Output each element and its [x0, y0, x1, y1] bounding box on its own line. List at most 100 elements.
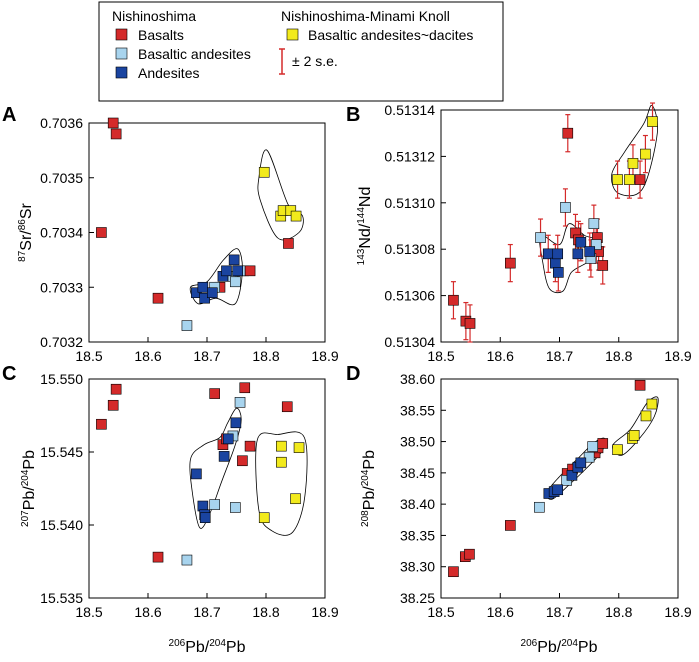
panel-d-y-tick-label: 38.55 [400, 402, 435, 418]
panel-a-point-andesites [191, 287, 202, 299]
panel-b-point-andesites [575, 236, 587, 248]
panel-d-y-tick-label: 38.40 [400, 496, 435, 512]
panel-d-point-basaltic-andesites-dacites [628, 430, 640, 441]
panel-c-y-axis-label: 207Pb/204Pb [20, 450, 38, 527]
panel-c-point-andesites [199, 512, 211, 524]
panel-d-marks: 18.5 18.6 18.7 18.8 18.9 38.25 38.30 38.35 38.40… [400, 371, 692, 620]
panel-d-label: D [346, 363, 360, 385]
panel-a-point-andesites [207, 287, 218, 299]
panel-b-point-basalts [562, 127, 574, 139]
panel-b-label: B [346, 104, 360, 126]
panel-a-label: A [2, 104, 16, 126]
panel-a-y-axis-label: 87Sr/86Sr [17, 202, 35, 261]
panel-c-x-tick-label: 18.8 [252, 604, 279, 620]
panel-c-point-basalts [209, 388, 220, 399]
panel-b-y-axis-label: 143Nd/144Nd [356, 187, 374, 266]
panel-a-x-tick-label: 18.8 [252, 348, 279, 364]
panel-c-point-andesites [222, 433, 234, 445]
panel-a-y-tick-label: 0.7032 [40, 334, 83, 350]
legend-group1-title: Nishinoshima [112, 8, 196, 24]
panel-d-y-tick-label: 38.35 [400, 527, 435, 543]
panel-b-point-andesites [552, 248, 564, 260]
panel-a-point-basaltic-andesites [230, 276, 241, 288]
panel-d-point-andesites [566, 470, 578, 481]
panel-d-x-tick-label: 18.6 [487, 604, 514, 620]
panel-d-x-tick-label: 18.7 [546, 604, 573, 620]
panel-b: B 18.5 18.6 18.7 18.8 18.9 0.51304 0.51306 0.51… [346, 102, 692, 364]
panel-a-point-basalts [107, 117, 119, 129]
panel-a-y-tick-label: 0.7036 [40, 115, 83, 131]
panel-b-point-andesites [553, 267, 564, 278]
panel-a-point-basalts [96, 227, 107, 238]
panel-a-point-basaltic-andesites-dacites [290, 210, 302, 222]
panel-a-point-basaltic-andesites-dacites [258, 166, 270, 178]
panel-a-point-basalts [110, 128, 122, 140]
panel-c: C 18.5 18.6 18.7 18.8 18.9 15.535 15.540 15.545… [2, 363, 339, 656]
panel-d-point-basalts [448, 566, 459, 578]
panel-c-y-tick-label: 15.545 [40, 444, 83, 460]
panel-c-point-basaltic-andesites-dacites [276, 440, 287, 452]
panel-c-point-basaltic-andesites [234, 397, 246, 408]
legend-basalts-swatch [115, 28, 128, 41]
panel-b-x-tick-label: 18.5 [427, 348, 454, 364]
panel-d-point-basalts [634, 379, 646, 391]
panel-c-point-basaltic-andesites-dacites [276, 456, 287, 468]
panel-b-point-basaltic-andesites-dacites [627, 158, 639, 169]
panel-d-point-basalts [464, 548, 475, 560]
panel-a-y-tick-label: 0.7033 [40, 279, 83, 295]
panel-a-marks: 18.5 18.6 18.7 18.8 18.9 0.7032 0.7033 0.7034 0.… [40, 115, 339, 364]
panel-d-x-tick-label: 18.5 [427, 604, 454, 620]
panel-c-point-basalts [239, 382, 251, 394]
panel-a-y-tick-label: 0.7034 [40, 225, 83, 241]
panel-a-plot-frame [88, 122, 326, 343]
panel-c-point-basalts [244, 440, 256, 452]
panel-b-point-basalts [597, 260, 609, 271]
panel-c-y-tick-label: 15.550 [40, 371, 83, 387]
panel-d-y-axis-label: 208Pb/204Pb [360, 450, 378, 527]
panel-b-marks: 18.5 18.6 18.7 18.8 18.9 0.51304 0.51306 0.5130… [384, 102, 691, 364]
panel-a-y-tick-label: 0.7035 [40, 170, 83, 186]
panel-d-point-basaltic-andesites-dacites [640, 410, 652, 422]
panel-d-point-basalts [505, 520, 516, 531]
panel-c-point-basaltic-andesites-dacites [293, 442, 305, 453]
panel-b-point-basalts [448, 294, 459, 306]
legend-group2-title: Nishinoshima-Minami Knoll [281, 8, 450, 24]
panel-d-point-basaltic-andesites-dacites [646, 398, 658, 410]
panel-a-point-andesites [232, 265, 243, 277]
panel-a: A 18.5 18.6 18.7 18.8 18.9 0.7032 0.7033 0.7034… [2, 104, 339, 364]
panel-b-point-basaltic-andesites [535, 232, 546, 243]
legend-dacites-label: Basaltic andesites~dacites [308, 27, 473, 43]
panel-a-x-tick-label: 18.5 [75, 348, 102, 364]
panel-a-point-andesites [221, 265, 232, 277]
panel-a-point-andesites [197, 281, 209, 293]
panel-c-marks: 18.5 18.6 18.7 18.8 18.9 15.535 15.540 15.545 15… [40, 371, 339, 620]
panel-d: D 18.5 18.6 18.7 18.8 18.9 38.25 38.30 38.35 38.… [346, 363, 692, 656]
panel-c-x-tick-label: 18.9 [311, 604, 338, 620]
panel-c-x-tick-label: 18.6 [134, 604, 161, 620]
legend-dacites-swatch [286, 28, 299, 41]
panel-b-y-tick-label: 0.51312 [384, 148, 435, 164]
panel-a-x-tick-label: 18.9 [311, 348, 338, 364]
panel-c-x-tick-label: 18.5 [75, 604, 102, 620]
panel-c-point-andesites [191, 468, 202, 480]
panel-c-y-tick-label: 15.535 [40, 590, 83, 606]
legend-basaltic-andesites-label: Basaltic andesites [138, 46, 251, 62]
panel-d-point-basaltic-andesites [534, 501, 545, 513]
panel-c-point-basalts [237, 455, 248, 467]
panel-c-envelope [255, 431, 308, 536]
panel-b-envelope [611, 104, 658, 197]
panel-b-point-basalts [634, 174, 646, 185]
panel-d-x-tick-label: 18.9 [664, 604, 691, 620]
panel-a-point-basaltic-andesites-dacites [285, 205, 297, 216]
panel-a-point-basalts [152, 292, 164, 304]
panel-b-point-andesites [584, 246, 596, 257]
legend-basalts-label: Basalts [138, 27, 184, 43]
panel-b-point-andesites [572, 248, 584, 260]
panel-d-point-basaltic-andesites [587, 441, 598, 452]
panel-c-point-basalts [110, 383, 122, 395]
panel-c-point-basaltic-andesites-dacites [290, 493, 301, 505]
panel-d-y-tick-label: 38.25 [400, 590, 435, 606]
panel-b-point-basaltic-andesites [560, 202, 571, 213]
panel-c-point-andesites [230, 417, 242, 429]
